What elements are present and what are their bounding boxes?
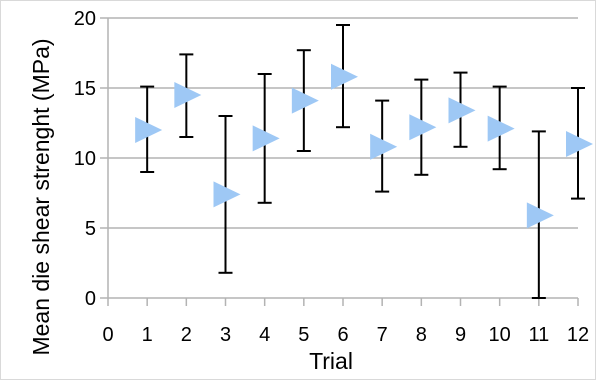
x-tick-label-9: 9 xyxy=(455,324,466,346)
data-point-11 xyxy=(526,202,554,229)
x-tick-label-5: 5 xyxy=(298,324,309,346)
data-point-8 xyxy=(409,114,437,141)
x-tick-label-1: 1 xyxy=(142,324,153,346)
x-tick-label-7: 7 xyxy=(377,324,388,346)
data-point-7 xyxy=(370,133,398,160)
data-point-9 xyxy=(448,97,476,124)
x-tick-label-4: 4 xyxy=(259,324,270,346)
y-tick-label-5: 5 xyxy=(85,218,96,240)
x-axis-title: Trial xyxy=(309,348,353,374)
data-point-4 xyxy=(252,125,280,152)
x-tick-label-8: 8 xyxy=(416,324,427,346)
data-markers xyxy=(135,63,593,229)
y-tick-label-10: 10 xyxy=(74,148,96,170)
data-point-5 xyxy=(291,87,319,114)
x-tick-label-11: 11 xyxy=(528,324,549,346)
y-tick-label-0: 0 xyxy=(85,288,96,310)
data-point-12 xyxy=(566,131,593,157)
y-tick-label-20: 20 xyxy=(74,8,96,30)
x-tick-label-12: 12 xyxy=(567,324,589,346)
x-tick-label-3: 3 xyxy=(220,324,231,346)
data-point-3 xyxy=(213,181,241,208)
data-point-10 xyxy=(487,115,515,142)
data-point-1 xyxy=(135,117,163,143)
x-tick-label-2: 2 xyxy=(181,324,192,346)
x-tick-label-10: 10 xyxy=(489,324,511,346)
y-axis-title: Mean die shear strenght (MPa) xyxy=(28,38,54,355)
axes xyxy=(100,17,579,306)
y-tick-label-15: 15 xyxy=(74,78,96,100)
data-point-6 xyxy=(331,63,358,90)
data-point-2 xyxy=(174,82,202,108)
error-bars xyxy=(140,24,585,299)
x-tick-label-6: 6 xyxy=(337,324,348,346)
x-tick-label-0: 0 xyxy=(102,324,113,346)
